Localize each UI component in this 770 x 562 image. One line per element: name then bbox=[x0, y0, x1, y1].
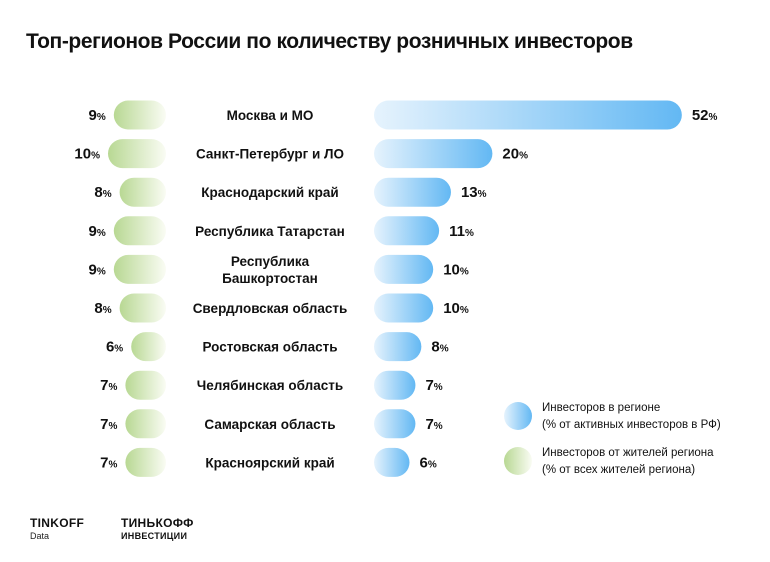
tinkoff-investments-logo: ТИНЬКОФФ bbox=[121, 516, 194, 530]
residents-value-label: 7% bbox=[100, 454, 117, 471]
investors-bar bbox=[374, 216, 440, 246]
investors-bar bbox=[374, 332, 422, 362]
investors-bar bbox=[374, 177, 451, 207]
residents-value-label: 8% bbox=[94, 300, 111, 317]
residents-value-label: 9% bbox=[89, 261, 106, 278]
legend-investors-label: Инвесторов в регионе bbox=[542, 402, 660, 414]
residents-bar bbox=[125, 370, 166, 400]
legend-residents-note: (% от всех жителей региона) bbox=[542, 464, 695, 476]
investors-value-label: 7% bbox=[425, 377, 442, 394]
region-label: Санкт-Петербург и ЛО bbox=[196, 147, 344, 162]
residents-bar bbox=[113, 100, 166, 130]
investors-bar bbox=[374, 100, 682, 130]
legend-residents-label: Инвесторов от жителей региона bbox=[542, 447, 714, 459]
legend-residents-swatch bbox=[504, 447, 532, 475]
region-label: Самарская область bbox=[204, 417, 335, 432]
tinkoff-investments-logo-sub: ИНВЕСТИЦИИ bbox=[121, 531, 188, 541]
residents-bar bbox=[119, 177, 166, 207]
residents-bar bbox=[113, 254, 166, 284]
residents-value-label: 9% bbox=[89, 223, 106, 240]
residents-bar bbox=[108, 139, 166, 169]
investors-bar bbox=[374, 409, 416, 439]
chart-title: Топ-регионов России по количеству рознич… bbox=[26, 30, 633, 53]
region-label: Республика bbox=[231, 254, 310, 269]
residents-value-label: 7% bbox=[100, 377, 117, 394]
residents-value-label: 8% bbox=[94, 184, 111, 201]
region-label: Челябинская область bbox=[197, 378, 343, 393]
residents-bar bbox=[119, 293, 166, 323]
legend-investors-swatch bbox=[504, 402, 532, 430]
investors-value-label: 8% bbox=[431, 339, 448, 356]
tinkoff-data-logo: TINKOFF bbox=[30, 516, 85, 530]
residents-bar bbox=[113, 216, 166, 246]
residents-value-label: 10% bbox=[74, 146, 100, 163]
residents-value-label: 6% bbox=[106, 339, 123, 356]
residents-value-label: 9% bbox=[89, 107, 106, 124]
investors-value-label: 11% bbox=[449, 223, 474, 240]
investors-bar bbox=[374, 254, 434, 284]
investors-bar bbox=[374, 139, 493, 169]
region-label: Свердловская область bbox=[193, 301, 348, 316]
investors-value-label: 7% bbox=[425, 416, 442, 433]
tinkoff-data-logo-sub: Data bbox=[30, 531, 50, 541]
region-label: Ростовская область bbox=[202, 340, 337, 355]
region-label: Москва и МО bbox=[227, 108, 314, 123]
residents-bar bbox=[125, 447, 166, 477]
region-label: Башкортостан bbox=[222, 271, 318, 286]
investors-value-label: 20% bbox=[502, 146, 528, 163]
investors-value-label: 10% bbox=[443, 261, 469, 278]
investors-value-label: 52% bbox=[692, 107, 718, 124]
investors-value-label: 6% bbox=[420, 454, 437, 471]
investors-bar bbox=[374, 293, 434, 323]
investors-value-label: 10% bbox=[443, 300, 469, 317]
investors-value-label: 13% bbox=[461, 184, 487, 201]
region-label: Республика Татарстан bbox=[195, 224, 345, 239]
residents-bar bbox=[131, 332, 166, 362]
legend-investors-note: (% от активных инвесторов в РФ) bbox=[542, 419, 721, 431]
region-label: Красноярский край bbox=[205, 455, 334, 470]
residents-value-label: 7% bbox=[100, 416, 117, 433]
investors-bar bbox=[374, 447, 410, 477]
investors-bar bbox=[374, 370, 416, 400]
region-label: Краснодарский край bbox=[201, 185, 338, 200]
residents-bar bbox=[125, 409, 166, 439]
